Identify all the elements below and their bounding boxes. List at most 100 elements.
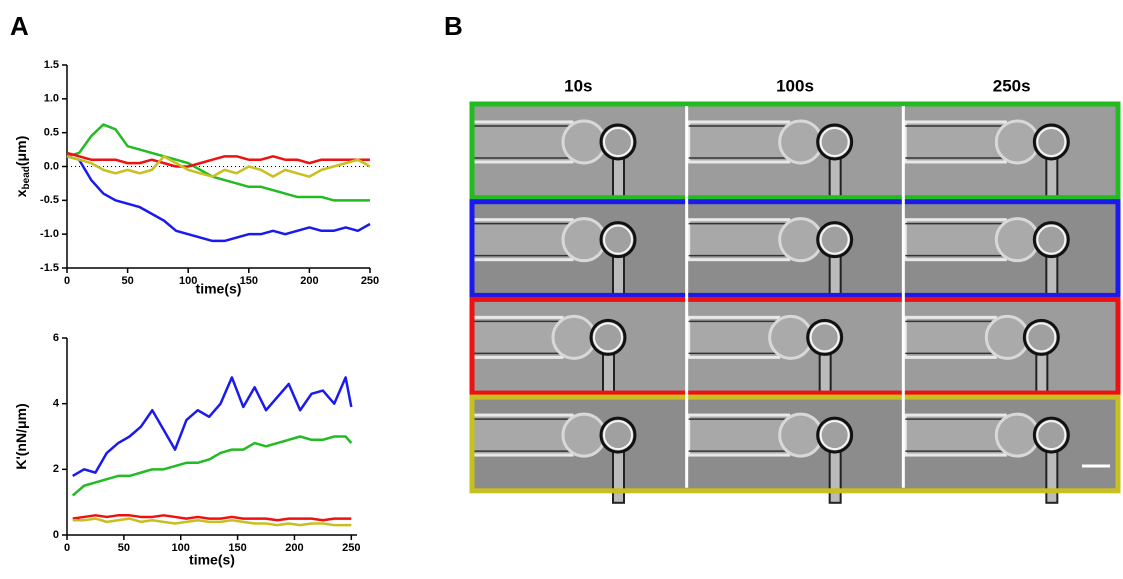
x-tick-label: 0 xyxy=(64,542,70,554)
cell xyxy=(768,314,814,360)
pipette xyxy=(687,413,791,457)
x-tick-label: 100 xyxy=(172,542,190,554)
y-axis-label: xbead(μm) xyxy=(13,136,32,197)
cell xyxy=(994,412,1040,458)
bead xyxy=(589,318,627,356)
bead xyxy=(816,416,854,454)
bead-halo xyxy=(603,126,633,157)
x-tick-label: 250 xyxy=(361,275,379,287)
x-axis-label: time(s) xyxy=(189,552,235,568)
bead xyxy=(1032,123,1070,161)
panel-label: B xyxy=(444,11,463,41)
column-label: 250s xyxy=(993,76,1031,95)
data-line xyxy=(66,151,370,168)
panel-label: A xyxy=(10,11,29,41)
y-tick-label: -0.5 xyxy=(40,194,59,206)
data-line xyxy=(71,435,353,497)
bead xyxy=(816,221,854,259)
y-axis-label: K'(nN/μm) xyxy=(13,403,29,469)
pipette xyxy=(470,315,564,359)
x-tick-label: 100 xyxy=(179,275,197,287)
y-tick-label: 1.0 xyxy=(44,93,59,105)
bead xyxy=(599,221,637,259)
pipette xyxy=(687,315,781,359)
cell xyxy=(561,217,607,263)
data-line xyxy=(66,123,370,202)
bead-halo xyxy=(603,420,633,451)
bead xyxy=(806,318,844,356)
data-line xyxy=(72,517,352,527)
bead xyxy=(1032,221,1070,259)
y-tick-label: 6 xyxy=(53,332,59,344)
bead xyxy=(599,416,637,454)
pipette xyxy=(903,120,1007,164)
bead xyxy=(1022,318,1060,356)
cell xyxy=(778,412,824,458)
x-tick-label: 200 xyxy=(285,542,303,554)
y-tick-label: 1.5 xyxy=(44,59,59,71)
cell xyxy=(984,314,1030,360)
x-tick-label: 150 xyxy=(240,275,258,287)
row-frame xyxy=(469,199,1121,298)
y-axis-label-part: bead xyxy=(21,166,32,189)
x-tick-label: 0 xyxy=(64,275,70,287)
y-tick-label: 0 xyxy=(53,529,59,541)
pipette xyxy=(687,120,791,164)
bead-halo xyxy=(593,322,623,353)
y-tick-label: -1.5 xyxy=(40,262,59,274)
pipette xyxy=(903,413,1007,457)
data-line xyxy=(66,155,371,178)
y-tick-label: 2 xyxy=(53,463,59,475)
y-axis-label-part: x xyxy=(13,189,29,197)
x-tick-label: 50 xyxy=(118,542,130,554)
y-tick-label: 4 xyxy=(53,398,60,410)
x-tick-label: 250 xyxy=(342,542,360,554)
y-axis-label-part: (μm) xyxy=(13,136,29,166)
bead-halo xyxy=(819,420,850,451)
row-frame xyxy=(469,101,1121,201)
cell xyxy=(551,314,597,360)
cell xyxy=(778,119,824,165)
y-tick-label: 0.0 xyxy=(44,160,59,172)
bead-halo xyxy=(1036,126,1067,157)
row-frame xyxy=(469,394,1121,494)
bead xyxy=(1032,416,1070,454)
pipette xyxy=(470,413,574,457)
pipette xyxy=(470,120,574,164)
data-line xyxy=(72,514,352,522)
bead-halo xyxy=(1036,224,1067,255)
pipette xyxy=(687,218,791,262)
bead-halo xyxy=(1036,420,1067,451)
cell xyxy=(561,412,607,458)
pipette xyxy=(470,218,574,262)
x-tick-label: 150 xyxy=(228,542,246,554)
pipette xyxy=(903,315,997,359)
bead-halo xyxy=(819,126,850,157)
rod xyxy=(612,448,625,504)
bead xyxy=(599,123,637,161)
data-line xyxy=(66,155,371,243)
column-label: 10s xyxy=(564,76,592,95)
cell xyxy=(994,119,1040,165)
y-tick-label: 0.5 xyxy=(44,127,59,139)
rod xyxy=(1045,448,1059,504)
bead-halo xyxy=(819,224,850,255)
x-tick-label: 200 xyxy=(300,275,318,287)
row-frame xyxy=(469,296,1121,396)
x-axis-label: time(s) xyxy=(196,281,242,297)
bead-halo xyxy=(603,224,633,255)
bead xyxy=(816,123,854,161)
pipette xyxy=(903,218,1007,262)
y-axis-label-part: K'(nN/μm) xyxy=(13,403,29,469)
x-tick-label: 50 xyxy=(121,275,133,287)
bead-halo xyxy=(809,322,840,353)
data-line xyxy=(72,376,353,477)
cell xyxy=(994,217,1040,263)
cell xyxy=(561,119,607,165)
bead-halo xyxy=(1026,322,1057,353)
column-label: 100s xyxy=(776,76,814,95)
rod xyxy=(828,448,842,504)
cell xyxy=(778,217,824,263)
y-tick-label: -1.0 xyxy=(40,228,59,240)
